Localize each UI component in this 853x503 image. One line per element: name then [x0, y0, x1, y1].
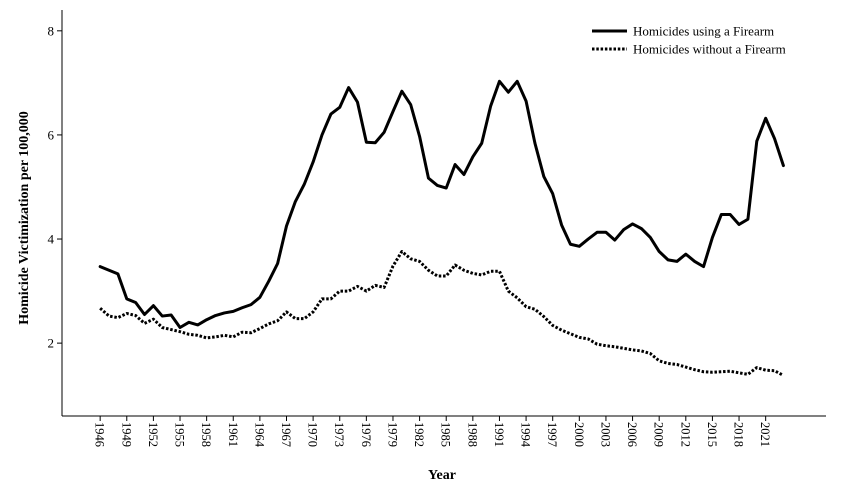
x-tick-label: 1964 — [252, 422, 266, 448]
series-line-no-firearm — [99, 250, 785, 377]
legend-label-no-firearm: Homicides without a Firearm — [633, 42, 786, 57]
x-tick-label: 1955 — [173, 422, 187, 447]
y-tick-label: 4 — [48, 232, 55, 247]
x-tick-label: 1979 — [385, 422, 399, 447]
x-tick-label: 1982 — [412, 422, 426, 447]
x-tick-label: 2018 — [732, 422, 746, 447]
legend: Homicides using a Firearm Homicides with… — [592, 24, 786, 57]
x-tick-label: 2021 — [758, 422, 772, 447]
legend-label-firearm: Homicides using a Firearm — [633, 24, 774, 39]
x-tick-label: 1970 — [306, 422, 320, 447]
x-axis-title: Year — [428, 468, 456, 483]
x-tick-label: 1994 — [519, 422, 533, 448]
x-tick-label: 2006 — [625, 422, 639, 447]
x-tick-label: 1958 — [199, 422, 213, 447]
series-line-firearm — [98, 79, 785, 330]
x-tick-label: 1973 — [332, 422, 346, 447]
x-tick-label: 2012 — [678, 422, 692, 447]
axes — [61, 10, 826, 417]
x-tick-label: 1997 — [545, 422, 559, 447]
y-tick-label: 8 — [48, 23, 55, 38]
x-tick-label: 1985 — [439, 422, 453, 447]
x-axis-ticks: 1946 1949 1952 1955 1958 1961 1964 1967 1970 1973… — [93, 416, 772, 448]
x-tick-label: 1967 — [279, 422, 293, 447]
y-axis-ticks: 2 4 6 8 — [48, 23, 62, 351]
x-tick-label: 1991 — [492, 422, 506, 447]
x-tick-label: 2003 — [598, 422, 612, 447]
x-tick-label: 2000 — [572, 422, 586, 447]
x-tick-label: 2015 — [705, 422, 719, 447]
x-tick-label: 1952 — [146, 422, 160, 447]
y-tick-label: 6 — [48, 127, 55, 142]
series-layer — [98, 79, 785, 377]
y-axis-title: Homicide Victimization per 100,000 — [17, 111, 32, 325]
x-tick-label: 1961 — [226, 422, 240, 447]
x-tick-label: 1988 — [465, 422, 479, 447]
y-tick-label: 2 — [48, 336, 55, 351]
x-tick-label: 1946 — [93, 422, 107, 447]
x-tick-label: 1949 — [119, 422, 133, 447]
x-tick-label: 2009 — [652, 422, 666, 447]
x-tick-label: 1976 — [359, 422, 373, 447]
